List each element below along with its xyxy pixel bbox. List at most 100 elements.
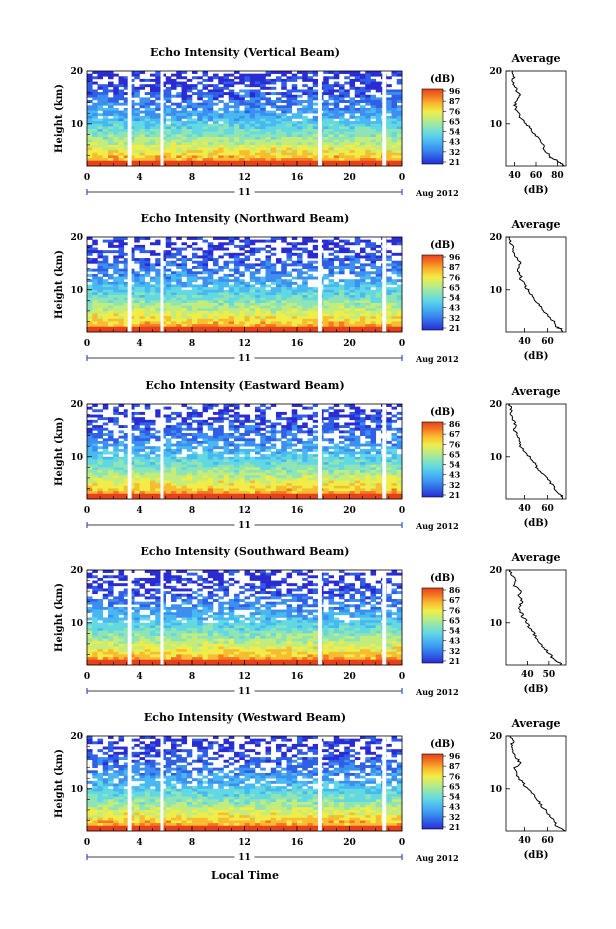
heatmap-cell bbox=[354, 144, 361, 148]
heatmap-cell bbox=[244, 324, 251, 328]
heatmap-cell bbox=[396, 302, 403, 306]
heatmap-cell bbox=[286, 97, 293, 101]
heatmap-cell bbox=[144, 250, 151, 254]
heatmap-cell bbox=[176, 295, 182, 298]
heatmap-cell bbox=[312, 411, 319, 415]
heatmap-cell bbox=[276, 302, 282, 306]
heatmap-cell bbox=[370, 310, 377, 314]
colorbar bbox=[421, 88, 444, 165]
heatmap-cell bbox=[333, 76, 340, 80]
heatmap-cell bbox=[228, 469, 235, 473]
heatmap-cell bbox=[323, 160, 329, 164]
heatmap-cell bbox=[213, 258, 219, 262]
heatmap-cell bbox=[92, 123, 98, 127]
heatmap-cell bbox=[234, 469, 240, 473]
heatmap-cell bbox=[307, 260, 314, 264]
heatmap-cell bbox=[281, 131, 287, 135]
heatmap-cell bbox=[333, 84, 340, 88]
heatmap-cell bbox=[370, 446, 377, 450]
heatmap-cell bbox=[134, 443, 140, 447]
heatmap-cell bbox=[171, 273, 177, 277]
heatmap-cell bbox=[202, 123, 209, 127]
heatmap-cell bbox=[260, 123, 266, 127]
heatmap-cell bbox=[186, 136, 193, 140]
heatmap-cell bbox=[239, 279, 245, 283]
heatmap-cell bbox=[244, 284, 251, 288]
heatmap-cell bbox=[249, 462, 256, 465]
heatmap-cell bbox=[123, 123, 130, 127]
heatmap-cell bbox=[344, 263, 350, 267]
heatmap-cell bbox=[302, 300, 308, 304]
heatmap-cell bbox=[260, 456, 266, 460]
heatmap-cell bbox=[228, 313, 235, 317]
heatmap-cell bbox=[360, 100, 366, 103]
heatmap-cell bbox=[349, 113, 356, 117]
heatmap-cell bbox=[391, 110, 398, 114]
heatmap-cell bbox=[244, 329, 251, 333]
heatmap-cell bbox=[97, 263, 104, 267]
heatmap-cell bbox=[396, 266, 403, 269]
heatmap-cell bbox=[129, 121, 135, 125]
heatmap-cell bbox=[192, 318, 198, 322]
heatmap-cell bbox=[286, 158, 293, 162]
heatmap-cell bbox=[255, 316, 261, 320]
heatmap-cell bbox=[286, 126, 293, 130]
heatmap-cell bbox=[213, 163, 219, 167]
heatmap-cell bbox=[134, 237, 140, 240]
heatmap-cell bbox=[144, 131, 151, 135]
heatmap-cell bbox=[123, 134, 130, 138]
heatmap-cell bbox=[391, 321, 398, 325]
heatmap-cell bbox=[354, 239, 361, 243]
heatmap-cell bbox=[165, 430, 172, 434]
heatmap-cell bbox=[123, 438, 130, 442]
heatmap-cell bbox=[312, 435, 319, 439]
heatmap-cell bbox=[344, 459, 350, 463]
heatmap-cell bbox=[144, 297, 151, 301]
heatmap-cell bbox=[391, 115, 398, 119]
heatmap-cell bbox=[365, 448, 371, 452]
heatmap-cell bbox=[349, 302, 356, 306]
heatmap-cell bbox=[307, 464, 314, 468]
heatmap-cell bbox=[155, 121, 161, 125]
heatmap-cell bbox=[286, 142, 293, 146]
heatmap-cell bbox=[113, 113, 119, 117]
heatmap-cell bbox=[255, 76, 261, 80]
heatmap-cell bbox=[186, 155, 193, 159]
heatmap-cell bbox=[228, 443, 235, 447]
heatmap-cell bbox=[365, 84, 371, 88]
heatmap-cell bbox=[165, 284, 172, 288]
heatmap-cell bbox=[207, 300, 214, 304]
heatmap-cell bbox=[328, 163, 335, 167]
heatmap-cell bbox=[108, 443, 114, 447]
heatmap-cell bbox=[123, 118, 130, 122]
heatmap-cell bbox=[396, 467, 403, 471]
heatmap-cell bbox=[207, 94, 214, 98]
heatmap-cell bbox=[281, 435, 287, 439]
heatmap-cell bbox=[354, 329, 361, 333]
heatmap-cell bbox=[228, 300, 235, 304]
heatmap-cell bbox=[328, 438, 335, 442]
heatmap-cell bbox=[181, 433, 188, 436]
heatmap-cell bbox=[165, 427, 172, 431]
heatmap-cell bbox=[176, 477, 182, 481]
heatmap-cell bbox=[165, 107, 172, 111]
heatmap-cell bbox=[234, 289, 240, 293]
heatmap-cell bbox=[344, 469, 350, 473]
heatmap-cell bbox=[365, 475, 371, 479]
heatmap-cell bbox=[197, 81, 203, 85]
heatmap-cell bbox=[113, 102, 119, 106]
heatmap-cell bbox=[249, 136, 256, 140]
heatmap-cell bbox=[286, 422, 293, 426]
heatmap-cell bbox=[213, 417, 219, 421]
heatmap-cell bbox=[134, 158, 140, 162]
heatmap-cell bbox=[344, 121, 350, 125]
heatmap-cell bbox=[270, 318, 277, 322]
heatmap-cell bbox=[307, 292, 314, 296]
colorbar-tick-label: 21 bbox=[449, 323, 460, 333]
heatmap-cell bbox=[255, 142, 261, 146]
data-gap bbox=[382, 71, 387, 166]
heatmap-cell bbox=[192, 435, 198, 439]
heatmap-cell bbox=[349, 84, 356, 88]
heatmap-cell bbox=[360, 284, 366, 288]
heatmap-cell bbox=[213, 324, 219, 328]
